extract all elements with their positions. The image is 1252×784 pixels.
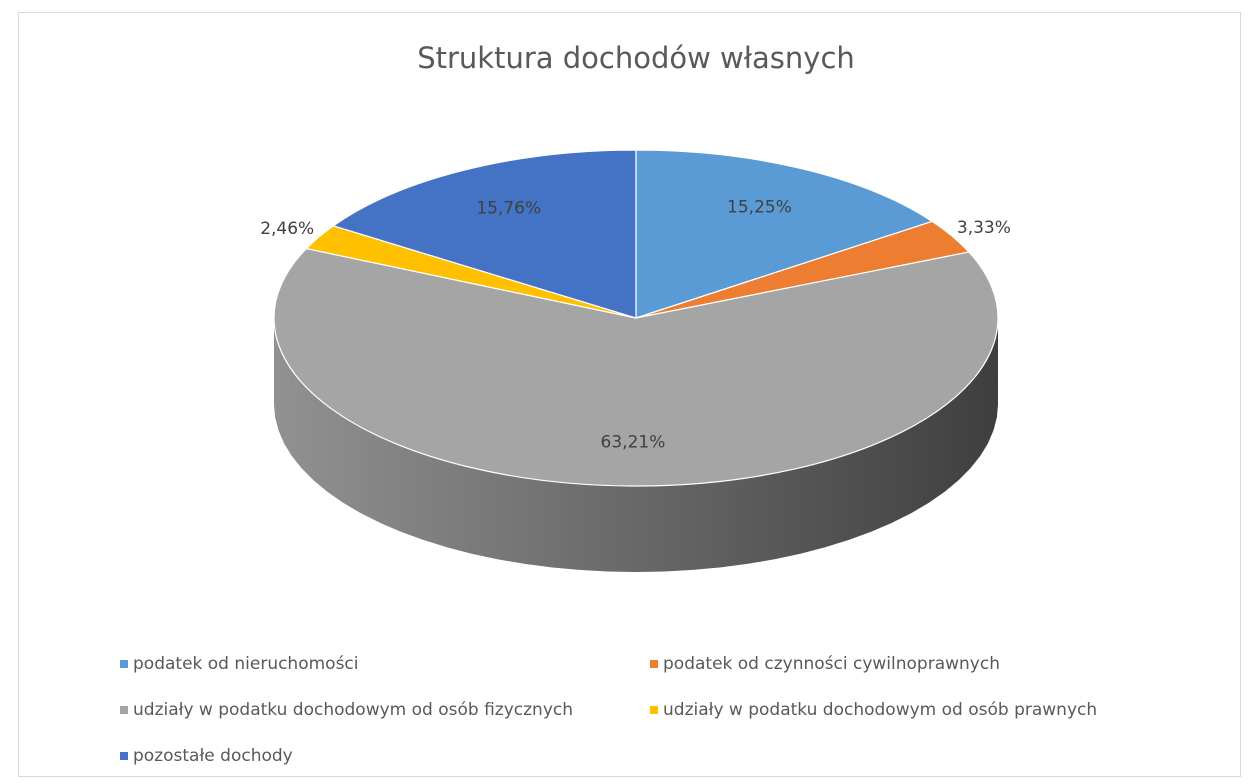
slice — [273, 247, 999, 487]
legend-marker — [120, 660, 128, 668]
slice — [635, 149, 934, 319]
legend-label: udziały w podatku dochodowym od osób fiz… — [133, 700, 573, 720]
legend-marker — [120, 752, 128, 760]
legend-label: podatek od nieruchomości — [133, 654, 359, 674]
data-label: 3,33% — [957, 218, 1011, 238]
data-label: 15,76% — [476, 199, 541, 219]
chart-title: Struktura dochodów własnych — [417, 41, 855, 75]
data-label: 63,21% — [601, 432, 666, 452]
legend-marker — [650, 706, 658, 714]
data-label: 15,25% — [727, 198, 792, 218]
legend-label: pozostałe dochody — [133, 746, 293, 766]
slice-side-shade — [274, 318, 998, 572]
legend-label: podatek od czynności cywilnoprawnych — [663, 654, 1000, 674]
legend-marker — [650, 660, 658, 668]
legend-marker — [120, 706, 128, 714]
legend-label: udziały w podatku dochodowym od osób pra… — [663, 700, 1097, 720]
slice — [331, 149, 637, 319]
data-label: 2,46% — [260, 219, 314, 239]
